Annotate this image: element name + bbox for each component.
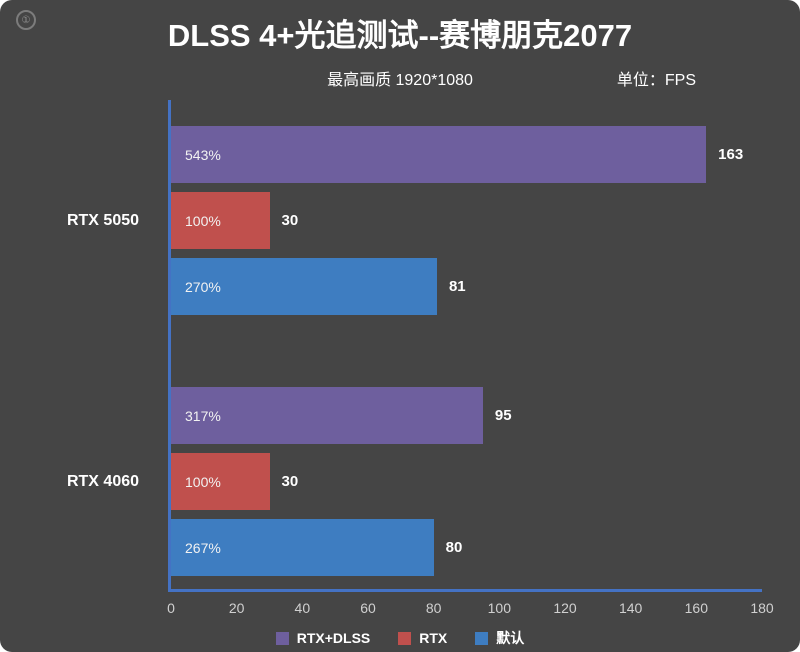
unit-label: 单位：FPS <box>616 72 696 89</box>
legend-item: RTX+DLSS <box>275 630 371 646</box>
bar-groups: RTX 5050 543% 163 100% 30 270% 81 RTX 4060 317% 9… <box>67 126 762 576</box>
bar-RTX: 100% <box>171 453 270 510</box>
x-tick-label: 140 <box>618 600 643 616</box>
x-tick-label: 160 <box>684 600 709 616</box>
percent-label: 100% <box>185 212 221 229</box>
percent-label: 543% <box>185 146 221 163</box>
x-tick-label: 0 <box>167 600 175 616</box>
plot-area: RTX 5050 543% 163 100% 30 270% 81 RTX 4060 317% 9… <box>67 100 762 592</box>
x-tick-label: 80 <box>425 600 442 616</box>
subtitle-row: 最高画质 1920*1080 单位：FPS <box>0 66 800 94</box>
value-label: 81 <box>448 278 466 295</box>
bar-group: RTX 4060 317% 95 100% 30 267% 80 <box>67 387 762 576</box>
bar-group: RTX 5050 543% 163 100% 30 270% 81 <box>67 126 762 315</box>
legend-swatch <box>475 631 489 645</box>
bar-RTX+DLSS: 317% <box>171 387 483 444</box>
value-label: 163 <box>718 146 744 163</box>
x-tick-label: 120 <box>553 600 577 616</box>
value-label: 30 <box>281 212 299 229</box>
value-label: 80 <box>445 539 463 556</box>
bar-默认: 270% <box>171 258 437 315</box>
bar-默认: 267% <box>171 519 434 576</box>
x-tick-label: 100 <box>487 600 512 616</box>
legend-label: 默认 <box>496 630 525 646</box>
chart-subtitle: 最高画质 1920*1080 <box>327 72 473 89</box>
x-tick-label: 40 <box>294 600 311 616</box>
legend-swatch <box>398 631 412 645</box>
x-axis: 0 20 40 60 80 100 120 140 160 180 <box>167 600 774 620</box>
legend-item: 默认 <box>475 628 524 648</box>
value-label: 30 <box>281 473 299 490</box>
legend-label: RTX+DLSS <box>296 630 371 646</box>
legend: RTX+DLSS RTX 默认 <box>0 628 800 648</box>
legend-item: RTX <box>398 630 447 646</box>
bar-row: 317% 95 <box>171 387 762 444</box>
bar-row: 543% 163 <box>171 126 762 183</box>
bar-RTX: 100% <box>171 192 270 249</box>
x-tick-label: 20 <box>228 600 245 616</box>
category-label: RTX 4060 <box>66 472 140 490</box>
value-label: 95 <box>494 407 512 424</box>
bar-row: 267% 80 <box>171 519 762 576</box>
bar-row: 100% 30 <box>171 192 762 249</box>
legend-label: RTX <box>419 630 448 646</box>
percent-label: 270% <box>185 278 221 295</box>
bar-RTX+DLSS: 543% <box>171 126 707 183</box>
x-tick-label: 180 <box>750 600 774 616</box>
percent-label: 267% <box>185 539 221 556</box>
x-tick-label: 60 <box>360 600 376 616</box>
chart-title: DLSS 4+光追测试--赛博朋克2077 <box>167 18 633 53</box>
legend-swatch <box>275 631 289 645</box>
bar-row: 270% 81 <box>171 258 762 315</box>
percent-label: 317% <box>185 407 221 424</box>
bar-row: 100% 30 <box>171 453 762 510</box>
percent-label: 100% <box>185 473 221 490</box>
corner-watermark-icon: ① <box>16 10 36 30</box>
category-label: RTX 5050 <box>66 211 140 229</box>
